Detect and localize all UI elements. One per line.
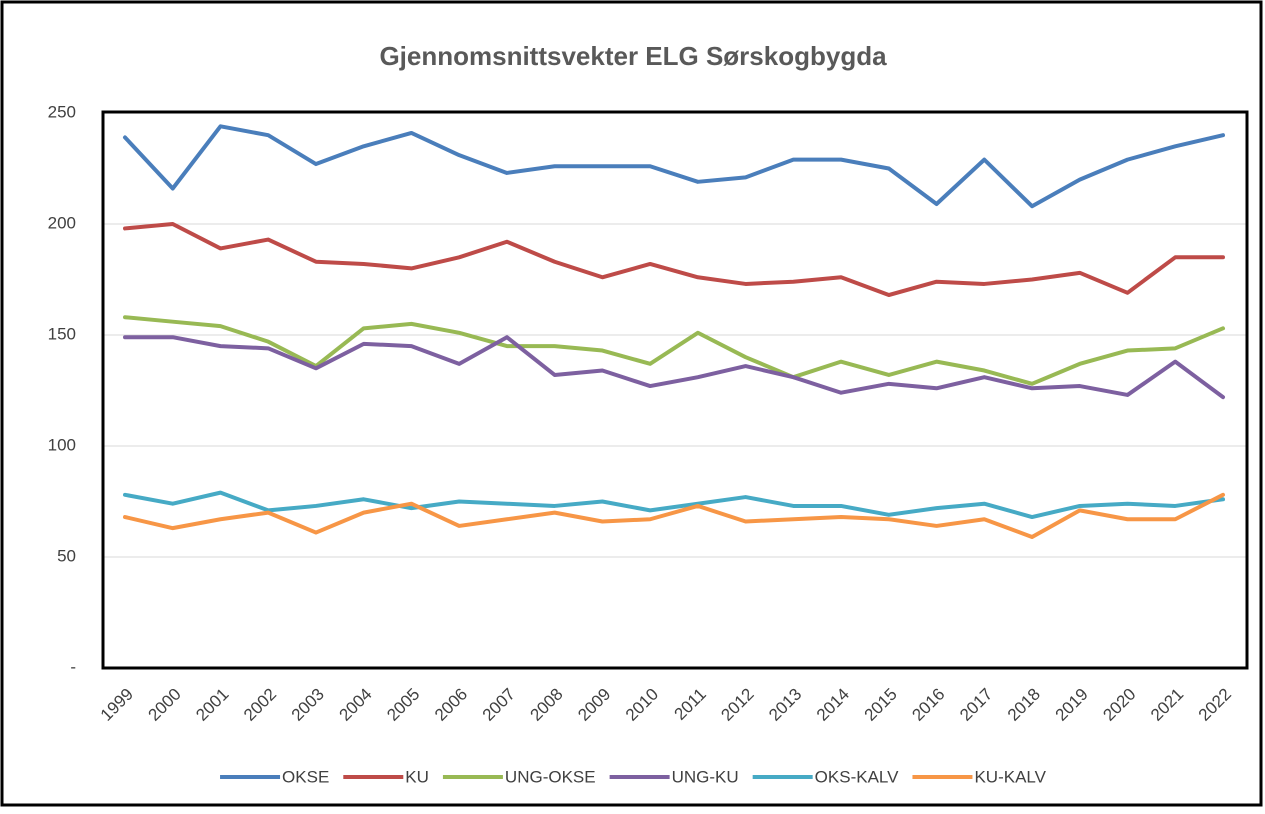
- series-line: [123, 124, 1225, 209]
- y-tick-label: 250: [48, 102, 76, 121]
- series-line: [123, 315, 1225, 386]
- y-tick-label: 200: [48, 213, 76, 232]
- series-line: [123, 335, 1225, 400]
- legend-label: UNG-KU: [672, 767, 739, 786]
- y-tick-label: 50: [57, 546, 76, 565]
- legend-label: UNG-OKSE: [505, 767, 596, 786]
- legend-item: KU: [343, 767, 429, 786]
- series-line: [123, 222, 1225, 298]
- y-tick-label: 100: [48, 435, 76, 454]
- legend-item: OKS-KALV: [752, 767, 899, 786]
- legend-item: UNG-OKSE: [442, 767, 596, 786]
- legend-item: KU-KALV: [912, 767, 1047, 786]
- legend-label: OKS-KALV: [815, 767, 899, 786]
- legend-item: UNG-KU: [609, 767, 739, 786]
- series-line: [123, 490, 1225, 520]
- legend-item: OKSE: [220, 767, 329, 786]
- legend-label: OKSE: [282, 767, 329, 786]
- legend-label: KU: [405, 767, 429, 786]
- chart-title: Gjennomsnittsvekter ELG Sørskogbygda: [379, 41, 887, 71]
- y-tick-label: -: [70, 657, 76, 676]
- y-tick-label: 150: [48, 324, 76, 343]
- lines: [123, 124, 1225, 540]
- plot-frame: [101, 110, 1249, 670]
- legend-label: KU-KALV: [974, 767, 1046, 786]
- series-line: [123, 492, 1225, 540]
